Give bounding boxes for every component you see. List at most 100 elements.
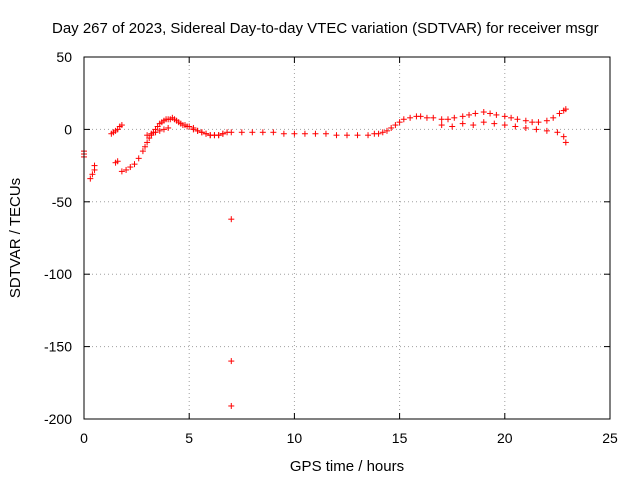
data-point (91, 162, 98, 169)
data-point (194, 127, 201, 134)
data-point (259, 129, 266, 136)
x-tick-label: 0 (80, 430, 88, 446)
data-point (451, 114, 458, 121)
data-point (533, 126, 540, 133)
y-tick-label: -100 (44, 266, 72, 282)
y-tick-label: 0 (64, 121, 72, 137)
data-point (407, 114, 414, 121)
data-point (470, 122, 477, 129)
x-axis-label: GPS time / hours (290, 458, 404, 475)
data-point (388, 124, 395, 131)
data-point (491, 120, 498, 127)
data-point (203, 130, 210, 137)
data-point (354, 132, 361, 139)
data-point (249, 129, 256, 136)
data-point (466, 111, 473, 118)
data-point (114, 158, 121, 165)
data-point (550, 114, 557, 121)
data-point (228, 129, 235, 136)
data-point (375, 130, 382, 137)
data-point (562, 139, 569, 146)
data-point (472, 110, 479, 117)
data-point (556, 110, 563, 117)
data-point (322, 130, 329, 137)
data-point (160, 126, 167, 133)
data-point (144, 132, 151, 139)
data-point (219, 130, 226, 137)
data-point (365, 132, 372, 139)
data-point (417, 113, 424, 120)
data-point (480, 119, 487, 126)
axis-ticks: 0 5 10 15 20 25 50 0 -50 -100 -150 -200 (44, 49, 618, 446)
data-point (554, 129, 561, 136)
data-point (198, 129, 205, 136)
data-point (423, 114, 430, 121)
x-tick-label: 5 (185, 430, 193, 446)
data-point (152, 129, 159, 136)
x-tick-label: 10 (287, 430, 303, 446)
data-point (156, 127, 163, 134)
data-point (344, 132, 350, 139)
y-tick-label: -150 (44, 339, 72, 355)
data-point (131, 161, 138, 168)
data-point (144, 139, 151, 146)
x-tick-label: 25 (602, 430, 618, 446)
data-points (81, 106, 569, 409)
data-point (118, 168, 125, 175)
x-tick-label: 20 (497, 430, 513, 446)
data-point (89, 171, 96, 178)
data-point (459, 113, 466, 120)
data-point (480, 109, 487, 116)
data-point (148, 130, 155, 137)
data-point (127, 164, 134, 171)
data-point (543, 117, 550, 124)
data-point (522, 117, 529, 124)
data-point (508, 114, 515, 121)
y-tick-label: 50 (56, 49, 72, 65)
data-point (215, 132, 222, 139)
data-point (165, 124, 172, 131)
data-point (522, 124, 529, 131)
y-axis-label: SDTVAR / TECUs (7, 178, 24, 298)
data-point (87, 175, 94, 182)
data-point (392, 122, 399, 129)
y-tick-label: -200 (44, 411, 72, 427)
data-point (383, 127, 390, 134)
data-point (438, 116, 445, 123)
data-point (228, 402, 235, 409)
data-point (291, 130, 298, 137)
data-point (529, 119, 536, 126)
data-point (543, 127, 550, 134)
y-tick-label: -50 (52, 194, 72, 210)
chart-title: Day 267 of 2023, Sidereal Day-to-day VTE… (52, 20, 599, 37)
data-point (118, 122, 125, 129)
data-point (562, 106, 569, 113)
data-point (459, 120, 466, 127)
data-point (560, 133, 567, 140)
plot-frame (83, 56, 611, 420)
data-point (535, 119, 542, 126)
data-point (228, 358, 235, 365)
data-point (438, 122, 445, 129)
data-point (396, 119, 403, 126)
data-point (228, 216, 235, 223)
data-point (190, 126, 197, 133)
data-point (238, 129, 245, 136)
data-point (186, 123, 193, 130)
data-point (379, 129, 386, 136)
data-point (400, 116, 407, 123)
data-point (449, 123, 456, 130)
data-point (301, 130, 308, 137)
x-tick-label: 15 (392, 430, 408, 446)
data-point (430, 114, 437, 121)
data-point (493, 111, 500, 118)
data-point (142, 143, 149, 150)
data-point (333, 132, 340, 139)
data-point (123, 166, 130, 173)
data-point (312, 130, 319, 137)
data-point (501, 113, 508, 120)
data-point (270, 129, 277, 136)
data-point (444, 116, 451, 123)
data-point (487, 110, 494, 117)
